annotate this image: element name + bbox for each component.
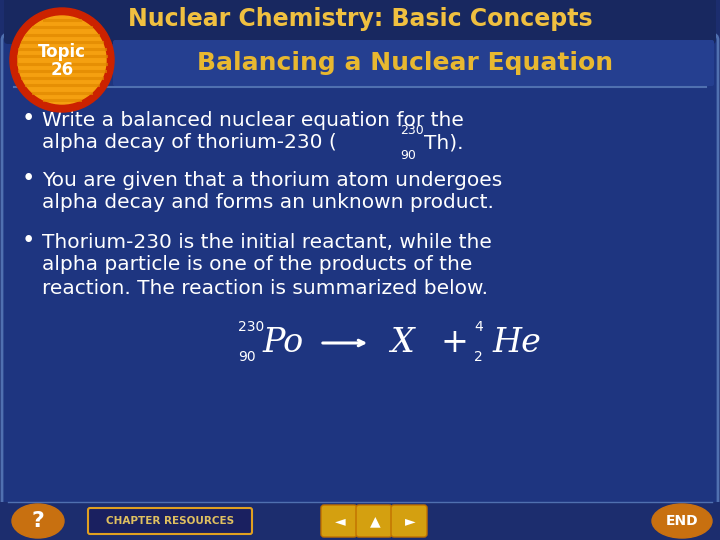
- Text: X: X: [390, 327, 414, 359]
- Text: alpha decay of thorium-230 (: alpha decay of thorium-230 (: [42, 133, 337, 152]
- Text: Nuclear Chemistry: Basic Concepts: Nuclear Chemistry: Basic Concepts: [127, 7, 593, 31]
- Text: Thorium-230 is the initial reactant, while the: Thorium-230 is the initial reactant, whi…: [42, 233, 492, 252]
- Text: Write a balanced nuclear equation for the: Write a balanced nuclear equation for th…: [42, 111, 464, 130]
- Text: Balancing a Nuclear Equation: Balancing a Nuclear Equation: [197, 51, 613, 75]
- Ellipse shape: [12, 504, 64, 538]
- Text: ►: ►: [405, 514, 415, 528]
- Text: +: +: [440, 327, 468, 359]
- FancyBboxPatch shape: [2, 34, 718, 508]
- Text: 2: 2: [474, 350, 482, 364]
- FancyBboxPatch shape: [391, 505, 427, 537]
- Text: reaction. The reaction is summarized below.: reaction. The reaction is summarized bel…: [42, 279, 488, 298]
- Text: Th).: Th).: [424, 133, 464, 152]
- FancyBboxPatch shape: [0, 502, 720, 540]
- Text: alpha decay and forms an unknown product.: alpha decay and forms an unknown product…: [42, 193, 494, 213]
- Text: END: END: [666, 514, 698, 528]
- Text: CHAPTER RESOURCES: CHAPTER RESOURCES: [106, 516, 234, 526]
- FancyBboxPatch shape: [4, 0, 716, 44]
- FancyBboxPatch shape: [88, 508, 252, 534]
- Text: ◄: ◄: [335, 514, 346, 528]
- Text: 26: 26: [50, 61, 73, 79]
- Text: 90: 90: [400, 149, 416, 162]
- Text: •: •: [22, 106, 35, 130]
- Circle shape: [10, 8, 114, 112]
- Text: 4: 4: [474, 320, 482, 334]
- Text: •: •: [22, 166, 35, 190]
- Circle shape: [18, 16, 106, 104]
- FancyBboxPatch shape: [113, 40, 714, 86]
- Text: 230: 230: [400, 124, 424, 137]
- Text: 90: 90: [238, 350, 256, 364]
- Ellipse shape: [652, 504, 712, 538]
- Text: He: He: [492, 327, 541, 359]
- Text: Po: Po: [262, 327, 303, 359]
- FancyBboxPatch shape: [321, 505, 357, 537]
- Text: ?: ?: [32, 511, 45, 531]
- Text: You are given that a thorium atom undergoes: You are given that a thorium atom underg…: [42, 171, 503, 190]
- Text: •: •: [22, 228, 35, 252]
- Text: Topic: Topic: [38, 43, 86, 61]
- FancyBboxPatch shape: [356, 505, 392, 537]
- Text: ▲: ▲: [369, 514, 380, 528]
- Text: alpha particle is one of the products of the: alpha particle is one of the products of…: [42, 255, 472, 274]
- Text: 230: 230: [238, 320, 264, 334]
